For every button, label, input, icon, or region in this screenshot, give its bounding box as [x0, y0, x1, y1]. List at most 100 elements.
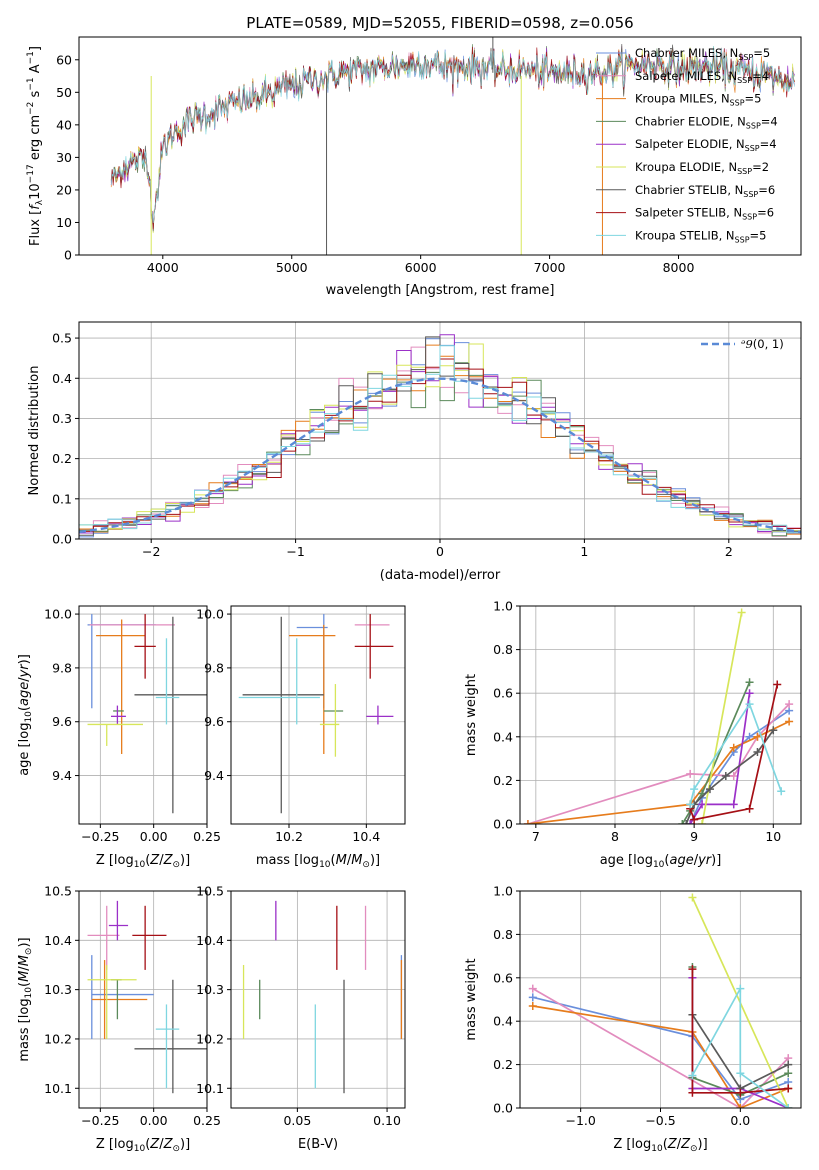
mass-weight-marker — [753, 748, 762, 757]
y-tick-label: 0.0 — [52, 532, 72, 547]
mass-weight-marker — [736, 1088, 745, 1097]
y-tick-label: 50 — [56, 85, 72, 100]
plot-area-age_vs_Z — [79, 606, 207, 824]
y-tick-label: 0.6 — [493, 970, 513, 985]
x-tick-label: −1 — [286, 544, 304, 559]
mass-weight-marker — [784, 1069, 793, 1078]
mass-weight-marker — [737, 608, 746, 617]
panel-residuals: −2 −1 0 1 2 0.0 0.1 0.2 0.3 0.4 0.5 ᵊ9(0, 1) (data-m… — [27, 321, 802, 583]
y-axis-label: Flux [fλ10−17 erg cm−2 s−1 A−1] — [26, 46, 45, 246]
y-tick-label: 0.3 — [52, 411, 72, 426]
y-tick-label: 10.3 — [196, 982, 224, 997]
legend: Chabrier MILES, NSSP=5 Salpeter MILES, NS… — [596, 46, 778, 244]
mass-weight-marker — [729, 772, 738, 781]
y-axis-label: mass weight — [464, 674, 479, 756]
x-tick-label: 10.2 — [275, 829, 303, 844]
x-axis-label: Z [log10(Z/Z⊙)] — [96, 853, 190, 870]
mass-weight-marker — [785, 700, 794, 709]
legend-entry: Chabrier ELODIE, NSSP=4 — [635, 114, 778, 130]
panel-massweight_vs_Z: −1.0 −0.5 0.0 0.0 0.2 0.4 0.6 0.8 1.0 mass weight… — [464, 884, 802, 1154]
y-tick-label: 10.5 — [196, 884, 224, 899]
axes-frame — [230, 605, 406, 825]
plot-area-spectrum — [110, 37, 795, 255]
mass-weight-marker — [705, 785, 714, 794]
y-tick-label: 9.6 — [52, 714, 72, 729]
mass-weight-marker — [688, 893, 697, 902]
axes-frame — [78, 890, 208, 1109]
plot-area-massweight_vs_age — [520, 606, 801, 824]
panel-age_vs_Z: −0.25 0.00 0.25 9.4 9.6 9.8 10.0 Z [log10(Z/Z⊙)… — [17, 605, 221, 870]
x-tick-label: 2 — [725, 544, 733, 559]
y-tick-label: 0.2 — [52, 451, 72, 466]
x-tick-label: 0.0 — [730, 1113, 750, 1128]
mass-weight-marker — [784, 1060, 793, 1069]
mass-weight-line — [689, 693, 751, 824]
x-axis-label: Z [log10(Z/Z⊙)] — [613, 1137, 707, 1154]
x-tick-label: 9 — [690, 829, 698, 844]
y-axis-label: mass weight — [464, 958, 479, 1040]
y-tick-label: 10.0 — [196, 607, 224, 622]
mass-weight-marker — [523, 820, 532, 824]
x-tick-label: 7000 — [534, 260, 566, 275]
y-tick-label: 0.5 — [52, 331, 72, 346]
axes-frame — [230, 890, 406, 1109]
mass-weight-marker — [698, 800, 707, 809]
mass-weight-marker — [736, 1069, 745, 1078]
mass-weight-marker — [745, 689, 754, 698]
y-tick-label: 0.8 — [493, 927, 513, 942]
axes-frame — [78, 321, 802, 540]
y-tick-label: 10.5 — [44, 884, 72, 899]
mass-weight-marker — [686, 800, 695, 809]
mass-weight-marker — [686, 820, 695, 824]
mass-weight-marker — [729, 743, 738, 752]
y-tick-label: 10.1 — [44, 1081, 72, 1096]
histogram-step — [79, 345, 801, 533]
legend-entry: Chabrier MILES, NSSP=5 — [635, 46, 770, 62]
mass-weight-line — [689, 702, 782, 805]
mass-weight-marker — [686, 769, 695, 778]
mass-weight-line — [685, 729, 774, 824]
mass-weight-marker — [753, 732, 762, 741]
y-axis-label: age [log10(age/yr)] — [17, 654, 34, 776]
x-axis-label: E(B-V) — [298, 1137, 338, 1152]
mass-weight-marker — [528, 984, 537, 993]
panel-mass_vs_Z: −0.25 0.00 0.25 10.1 10.2 10.3 10.4 10.5 Z [log1… — [17, 884, 221, 1155]
mass-weight-marker — [769, 726, 778, 735]
x-tick-label: 0 — [436, 544, 444, 559]
y-tick-label: 0 — [64, 248, 72, 263]
y-tick-label: 0.4 — [52, 371, 72, 386]
y-tick-label: 9.6 — [204, 714, 224, 729]
x-tick-label: 0.05 — [283, 1113, 311, 1128]
x-axis-label: age [log10(age/yr)] — [600, 853, 722, 870]
y-tick-label: 10.2 — [44, 1031, 72, 1046]
x-tick-label: 5000 — [276, 260, 308, 275]
x-tick-label: −2 — [142, 544, 160, 559]
y-tick-label: 1.0 — [493, 599, 513, 614]
x-axis-label: (data-model)/error — [380, 568, 501, 583]
legend-entry: Salpeter MILES, NSSP=4 — [635, 69, 769, 85]
mass-weight-marker — [678, 820, 687, 824]
x-tick-label: −0.25 — [81, 1113, 119, 1128]
y-tick-label: 0.0 — [493, 817, 513, 832]
y-tick-label: 0.2 — [493, 773, 513, 788]
y-tick-label: 0.4 — [493, 1014, 513, 1029]
mass-weight-marker — [690, 785, 699, 794]
axes-frame — [519, 890, 802, 1109]
y-tick-label: 0.4 — [493, 729, 513, 744]
x-tick-label: 8 — [611, 829, 619, 844]
plot-area-massweight_vs_Z — [520, 891, 801, 1108]
figure-title: PLATE=0589, MJD=52055, FIBERID=0598, z=0… — [246, 14, 633, 32]
y-tick-label: 9.4 — [204, 768, 224, 783]
panel-mass_vs_ebv: 0.05 0.10 10.1 10.2 10.3 10.4 10.5 E(B-V) — [196, 884, 406, 1152]
mass-weight-marker — [736, 984, 745, 993]
y-axis-label: mass [log10(M/M⊙)] — [17, 937, 34, 1061]
panel-spectrum: 4000 5000 6000 7000 8000 0 10 20 30 40 50 60 wavelen… — [26, 36, 802, 298]
mass-weight-marker — [690, 815, 699, 824]
x-tick-label: 0.25 — [193, 829, 221, 844]
mass-weight-marker — [736, 1104, 745, 1108]
y-tick-label: 0.0 — [493, 1101, 513, 1116]
x-tick-label: −0.25 — [81, 829, 119, 844]
y-tick-label: 0.2 — [493, 1057, 513, 1072]
spectrum-line — [110, 45, 795, 224]
y-tick-label: 10.4 — [196, 933, 224, 948]
